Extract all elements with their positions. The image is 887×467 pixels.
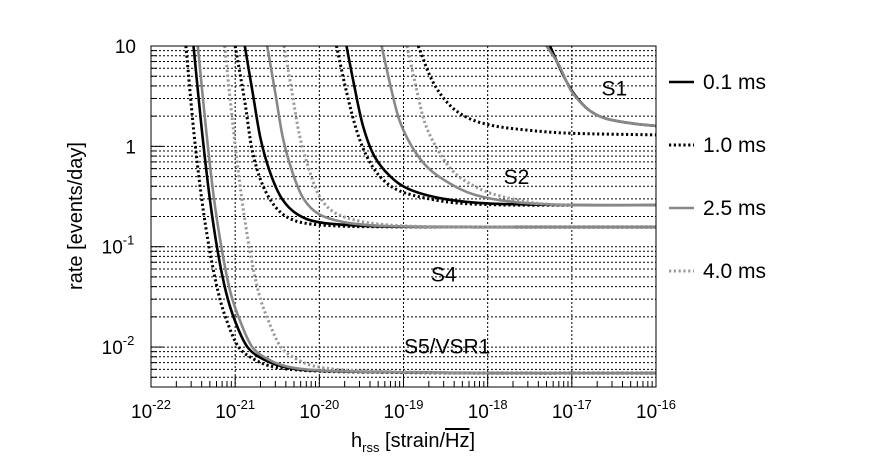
y-tick-label: 10 bbox=[115, 37, 136, 58]
series-line bbox=[196, 46, 656, 375]
x-tick-label-base: 10 bbox=[636, 402, 657, 423]
x-tick-label: 10-22 bbox=[131, 397, 171, 423]
run-label: S1 bbox=[602, 78, 628, 101]
x-tick-label-base: 10 bbox=[468, 402, 489, 423]
y-tick-label-exp: -2 bbox=[123, 333, 135, 348]
x-tick-label: 10-21 bbox=[215, 397, 255, 423]
legend-label: 1.0 ms bbox=[703, 134, 766, 157]
x-tick-labels: 10-22 10-21 10-20 10-19 10-18 10-17 10-16 bbox=[131, 397, 676, 423]
x-axis-title-close: ] bbox=[470, 430, 476, 452]
run-label: S4 bbox=[431, 264, 457, 287]
legend-label: 0.1 ms bbox=[703, 71, 766, 94]
y-tick-label: 10-1 bbox=[102, 233, 135, 259]
series-line bbox=[184, 46, 656, 375]
y-tick-label-base: 10 bbox=[102, 338, 123, 359]
y-tick-label-base: 10 bbox=[115, 37, 136, 58]
x-axis-title: hrss [strain/Hz] bbox=[351, 430, 475, 455]
svg-text:hrss [strain/Hz]: hrss [strain/Hz] bbox=[351, 430, 475, 455]
series-line bbox=[545, 46, 656, 128]
x-axis-title-sub: rss bbox=[362, 440, 380, 455]
legend: 0.1 ms 1.0 ms 2.5 ms 4.0 ms bbox=[669, 71, 766, 283]
x-axis-title-radical: Hz bbox=[445, 430, 469, 452]
series-line bbox=[223, 46, 488, 375]
x-axis-title-rest: [strain/ bbox=[379, 430, 445, 452]
x-tick-label-base: 10 bbox=[131, 402, 152, 423]
y-tick-label-exp: -1 bbox=[123, 233, 135, 248]
x-tick-label-base: 10 bbox=[384, 402, 405, 423]
x-tick-label-exp: -21 bbox=[236, 397, 255, 412]
x-tick-label-exp: -17 bbox=[573, 397, 592, 412]
curves bbox=[184, 46, 656, 375]
series-line bbox=[335, 46, 572, 207]
x-tick-label: 10-19 bbox=[384, 397, 424, 423]
y-axis-title: rate [events/day] bbox=[65, 142, 87, 290]
x-tick-label-base: 10 bbox=[552, 402, 573, 423]
x-tick-label-base: 10 bbox=[215, 402, 236, 423]
y-tick-label: 10-2 bbox=[102, 333, 135, 359]
ticks bbox=[150, 45, 657, 388]
series-line bbox=[192, 46, 656, 375]
run-label: S5/VSR1 bbox=[404, 336, 490, 359]
x-tick-label: 10-18 bbox=[468, 397, 508, 423]
legend-label: 4.0 ms bbox=[703, 260, 766, 283]
legend-label: 2.5 ms bbox=[703, 197, 766, 220]
x-tick-label-exp: -20 bbox=[321, 397, 340, 412]
y-tick-label-base: 1 bbox=[125, 137, 136, 158]
x-tick-label-base: 10 bbox=[299, 402, 320, 423]
series-line bbox=[265, 46, 656, 229]
y-tick-label-base: 10 bbox=[102, 238, 123, 259]
run-label: S2 bbox=[504, 166, 530, 189]
series-line bbox=[345, 46, 656, 207]
series-line bbox=[416, 46, 656, 137]
series-line bbox=[405, 46, 572, 207]
annotations: S1 S2 S4 S5/VSR1 bbox=[404, 78, 627, 359]
x-tick-label: 10-20 bbox=[299, 397, 339, 423]
x-tick-label-exp: -19 bbox=[405, 397, 424, 412]
x-tick-label: 10-17 bbox=[552, 397, 592, 423]
x-tick-label: 10-16 bbox=[636, 397, 676, 423]
x-axis-title-main: h bbox=[351, 430, 362, 452]
series-line bbox=[282, 46, 514, 229]
x-tick-label-exp: -22 bbox=[152, 397, 171, 412]
x-tick-label-exp: -18 bbox=[489, 397, 508, 412]
x-tick-label-exp: -16 bbox=[657, 397, 676, 412]
y-tick-label: 1 bbox=[125, 137, 136, 158]
